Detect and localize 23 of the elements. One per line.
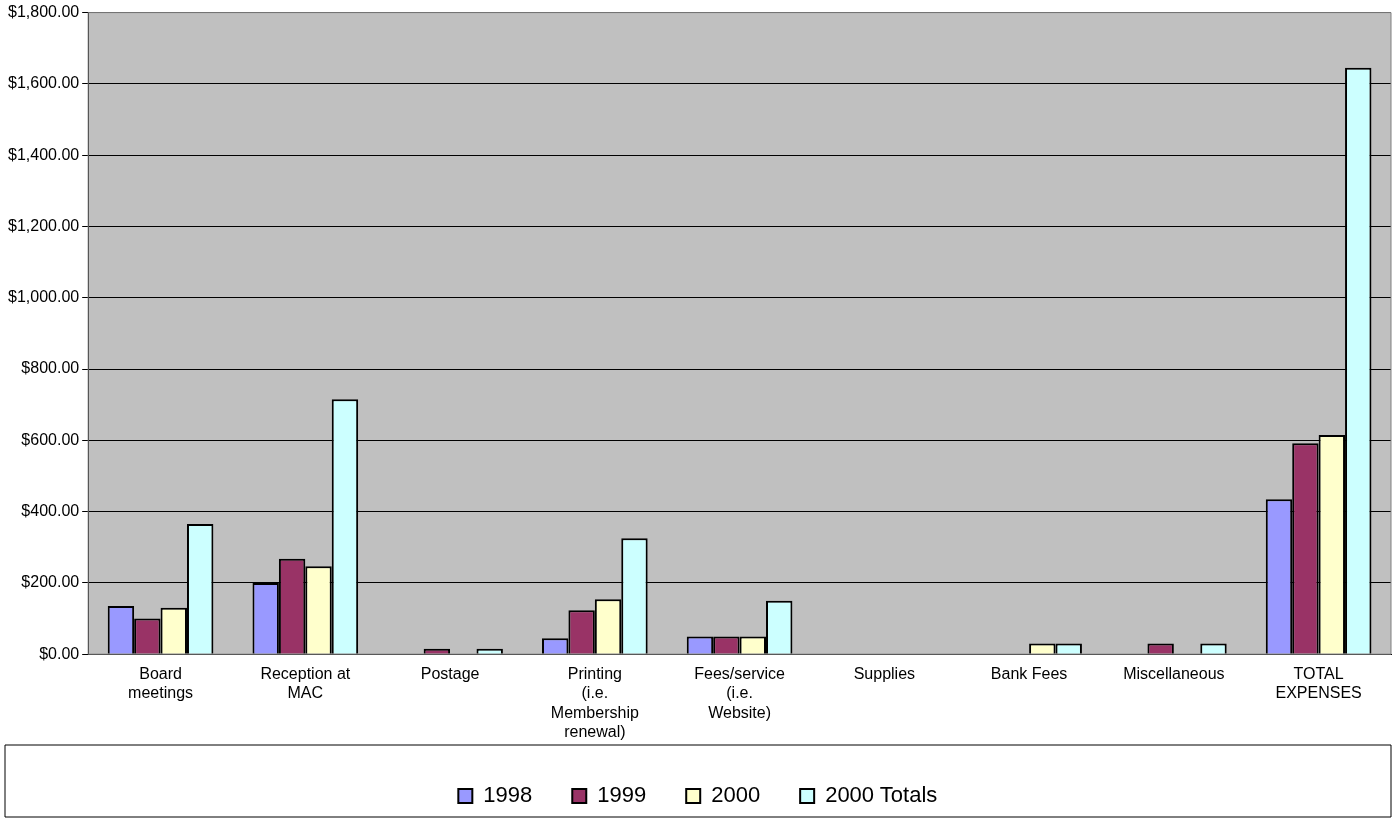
y-tick-label: $1,800.00	[7, 3, 80, 21]
x-tick-label: Reception at MAC	[260, 665, 351, 702]
y-tick-label: $1,000.00	[7, 288, 80, 306]
y-tick-label: $1,200.00	[7, 216, 80, 234]
x-tick-label: Fees/service (i.e. Website)	[694, 665, 786, 721]
y-tick-label: $1,600.00	[7, 74, 80, 92]
y-tick-label: $1,400.00	[7, 145, 80, 163]
y-tick-label: $400.00	[21, 502, 80, 520]
legend-label: 1999	[597, 782, 647, 808]
legend-label: 1998	[483, 782, 533, 808]
x-tick-label: TOTAL EXPENSES	[1275, 665, 1362, 702]
y-tick-label: $600.00	[21, 430, 80, 448]
x-tick-label: Board meetings	[128, 665, 194, 702]
legend-label: 2000 Totals	[825, 782, 938, 808]
y-tick-label: $200.00	[21, 573, 80, 591]
x-tick-label: Postage	[420, 665, 480, 683]
y-tick-label: $0.00	[39, 644, 80, 662]
x-tick-label: Miscellaneous	[1123, 665, 1225, 683]
x-tick-label: Bank Fees	[990, 665, 1068, 683]
x-tick-label: Printing (i.e. Membership renewal)	[550, 665, 639, 740]
x-tick-label: Supplies	[853, 665, 916, 683]
legend-label: 2000	[711, 782, 761, 808]
y-tick-label: $800.00	[21, 359, 80, 377]
